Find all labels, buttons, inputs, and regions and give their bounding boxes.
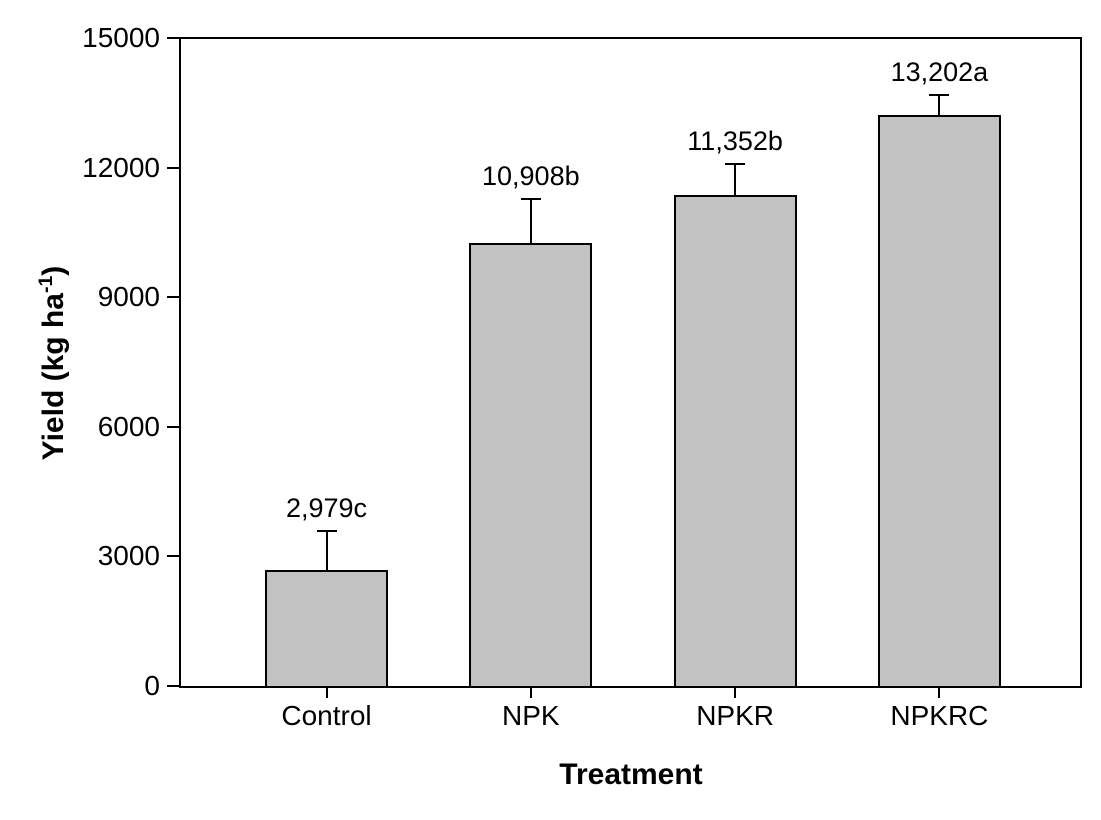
bar-npk [469,242,593,688]
x-axis-tick [529,688,532,698]
y-axis-tick [167,37,180,39]
value-label-control: 2,979c [285,492,368,523]
value-label-npk: 10,908b [482,161,580,192]
y-axis-tick-label: 12000 [82,151,160,183]
y-axis-tick [167,166,180,169]
y-axis-tick-label: 3000 [97,540,160,572]
bar-control [265,569,389,688]
value-label-npkr: 11,352b [687,126,783,157]
error-bar-line-control [325,531,328,570]
error-bar-line-npk [529,200,532,243]
y-axis-tick-label: 9000 [97,281,160,313]
error-bar-cap-npk [520,198,541,201]
error-bar-cap-npkr [725,163,746,166]
y-axis-tick [167,296,180,299]
y-axis-title: Yield (kg ha-1) [26,163,70,563]
y-axis-title-suffix: ) [37,265,70,276]
y-axis-tick-label: 6000 [97,410,160,442]
error-bar-line-npkrc [938,96,941,116]
error-bar-cap-control [316,529,337,532]
x-axis-tick [325,688,328,698]
x-axis-tick-label-npkr: NPKR [696,700,774,731]
x-axis-tick [938,688,941,698]
error-bar-cap-npkrc [929,94,950,97]
value-label-npkrc: 13,202a [890,57,989,88]
y-axis-tick [167,555,180,558]
x-axis-tick-label-control: Control [281,700,372,731]
y-axis-tick [167,685,180,687]
bar-npkrc [877,115,1001,688]
x-axis-tick-label-npk: NPK [502,700,560,731]
y-axis-tick-label: 15000 [82,22,160,53]
y-axis-tick-label: 0 [144,670,160,701]
bar-npkr [673,195,797,688]
x-axis-tick-label-npkrc: NPKRC [890,700,989,731]
y-axis-tick [167,425,180,428]
x-axis-title: Treatment [559,758,703,791]
error-bar-line-npkr [734,165,737,196]
x-axis-tick [734,688,737,698]
